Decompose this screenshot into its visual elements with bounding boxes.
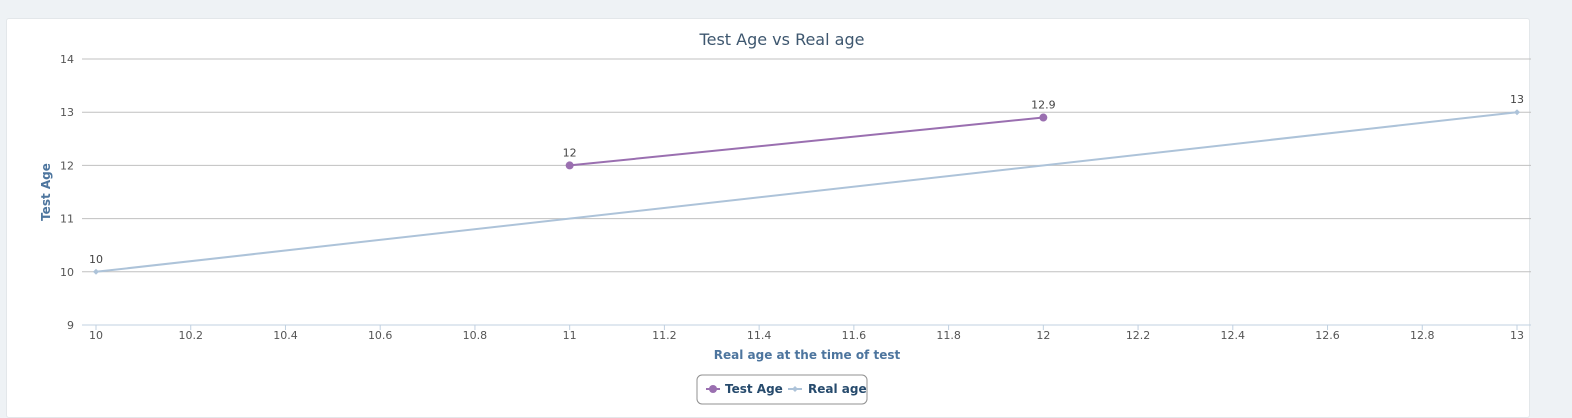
data-point[interactable]	[93, 268, 99, 275]
data-label: 12	[563, 146, 577, 159]
x-tick-label: 11.2	[652, 329, 677, 342]
series-test-age: 12 12.9	[563, 99, 1056, 170]
y-tick-label: 10	[60, 266, 74, 279]
series-group: 10 13 12 12.9	[89, 93, 1524, 275]
y-axis-ticks: 9 10 11 12 13 14	[60, 53, 74, 332]
data-point[interactable]	[1039, 113, 1048, 122]
legend-label: Real age	[808, 382, 867, 396]
x-tick-label: 13	[1510, 329, 1524, 342]
legend-box	[696, 374, 868, 405]
legend-marker	[709, 385, 717, 393]
legend: Test Age Real age	[696, 374, 868, 405]
x-tick-label: 10	[89, 329, 103, 342]
x-tick-label: 11	[563, 329, 577, 342]
chart-title: Test Age vs Real age	[699, 30, 865, 49]
data-label: 13	[1510, 93, 1524, 106]
x-axis-label: Real age at the time of test	[714, 348, 901, 362]
x-tick-label: 12.2	[1126, 329, 1151, 342]
legend-item-test-age[interactable]: Test Age	[706, 382, 783, 396]
y-axis-label: Test Age	[39, 163, 53, 221]
x-tick-label: 10.6	[368, 329, 393, 342]
series-line	[569, 116, 1044, 167]
legend-marker	[792, 386, 798, 392]
series-line	[95, 111, 1518, 273]
chart-panel	[6, 18, 1530, 418]
y-tick-label: 9	[67, 319, 74, 332]
legend-item-real-age[interactable]: Real age	[788, 382, 867, 396]
x-tick-label: 10.8	[463, 329, 488, 342]
data-label: 10	[89, 253, 103, 266]
y-tick-label: 14	[60, 53, 74, 66]
x-tick-label: 12	[1036, 329, 1050, 342]
x-tick-label: 10.4	[273, 329, 298, 342]
data-point[interactable]	[1514, 109, 1520, 116]
data-label: 12.9	[1031, 99, 1056, 112]
x-tick-label: 11.4	[747, 329, 772, 342]
x-tick-label: 12.8	[1410, 329, 1435, 342]
legend-label: Test Age	[725, 382, 783, 396]
x-tick-label: 12.6	[1315, 329, 1340, 342]
x-tick-label: 12.4	[1221, 329, 1246, 342]
series-real-age: 10 13	[89, 93, 1524, 275]
y-tick-label: 12	[60, 159, 74, 172]
y-tick-label: 13	[60, 106, 74, 119]
x-tick-label: 11.8	[936, 329, 961, 342]
x-tick-label: 10.2	[178, 329, 203, 342]
x-axis-ticks: 10 10.2 10.4 10.6 10.8 11 11.2 11.4 11.6 11.8 12 12…	[89, 325, 1524, 342]
y-tick-label: 11	[60, 213, 74, 226]
data-point[interactable]	[565, 161, 574, 170]
grid-lines	[82, 58, 1531, 273]
x-tick-label: 11.6	[842, 329, 867, 342]
